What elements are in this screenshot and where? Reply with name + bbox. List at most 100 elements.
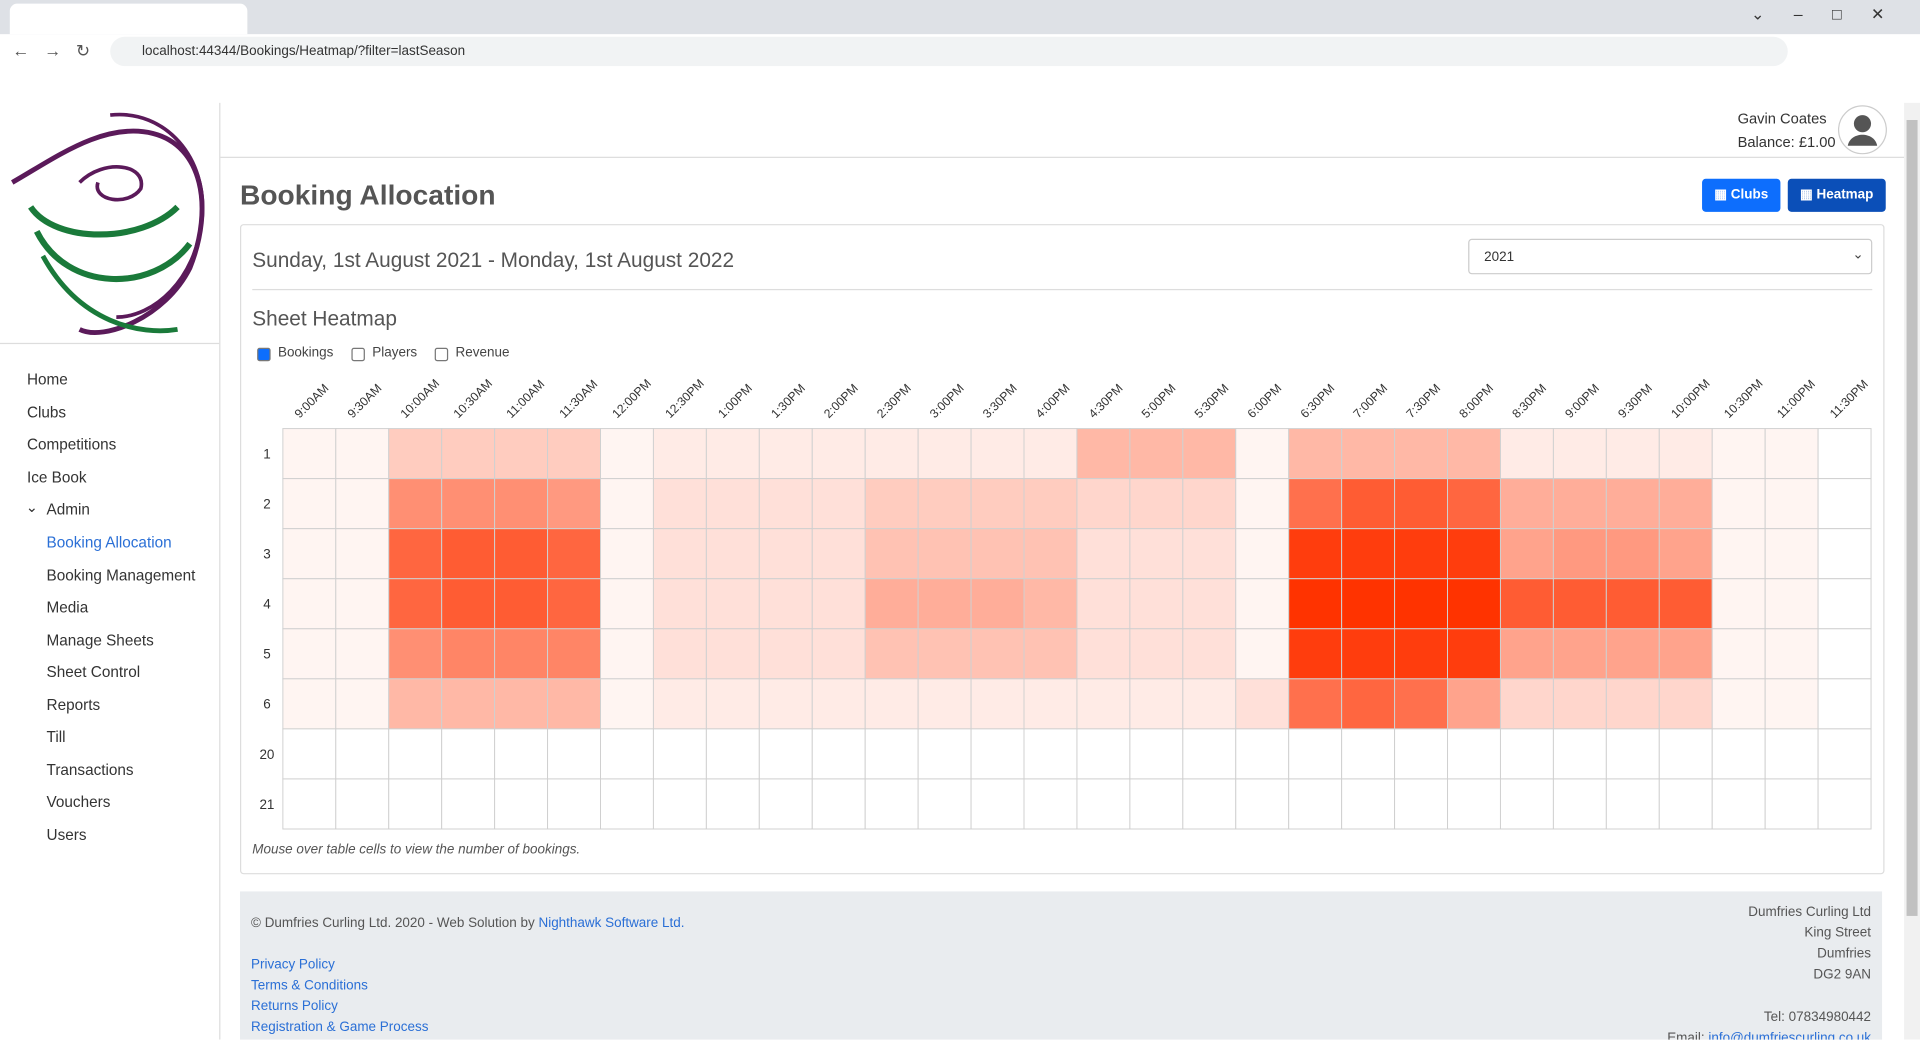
- heat-cell[interactable]: [1235, 528, 1290, 580]
- heat-cell[interactable]: [652, 628, 707, 680]
- heat-cell[interactable]: [1023, 428, 1078, 480]
- heat-cell[interactable]: [1129, 628, 1184, 680]
- heat-cell[interactable]: [441, 528, 496, 580]
- footer-link[interactable]: Privacy Policy: [251, 957, 335, 973]
- heat-cell[interactable]: [1658, 478, 1713, 530]
- heat-cell[interactable]: [1129, 728, 1184, 780]
- heat-cell[interactable]: [705, 678, 760, 730]
- heat-cell[interactable]: [811, 528, 866, 580]
- heat-cell[interactable]: [1764, 428, 1819, 480]
- heat-cell[interactable]: [1182, 478, 1237, 530]
- heat-cell[interactable]: [1182, 778, 1237, 830]
- heat-cell[interactable]: [441, 628, 496, 680]
- heat-cell[interactable]: [1447, 428, 1501, 480]
- heat-cell[interactable]: [1817, 728, 1872, 780]
- heat-cell[interactable]: [441, 578, 496, 630]
- heat-cell[interactable]: [811, 478, 866, 530]
- heat-cell[interactable]: [441, 678, 496, 730]
- nav-subitem[interactable]: Manage Sheets: [46, 631, 154, 649]
- heat-cell[interactable]: [1447, 578, 1501, 630]
- heat-cell[interactable]: [1764, 778, 1819, 830]
- heat-cell[interactable]: [1817, 778, 1872, 830]
- heat-cell[interactable]: [1076, 478, 1131, 530]
- heat-cell[interactable]: [547, 528, 601, 580]
- heat-cell[interactable]: [1552, 478, 1607, 530]
- heat-cell[interactable]: [1182, 528, 1237, 580]
- heat-cell[interactable]: [1023, 728, 1078, 780]
- heat-cell[interactable]: [1658, 778, 1713, 830]
- heat-cell[interactable]: [1764, 578, 1819, 630]
- heat-cell[interactable]: [1605, 778, 1660, 830]
- heat-cell[interactable]: [652, 728, 707, 780]
- heat-cell[interactable]: [600, 428, 654, 480]
- nav-item[interactable]: Admin: [46, 500, 90, 518]
- heat-cell[interactable]: [917, 528, 972, 580]
- heat-cell[interactable]: [864, 528, 919, 580]
- heat-cell[interactable]: [335, 578, 390, 630]
- heat-cell[interactable]: [282, 528, 337, 580]
- heat-cell[interactable]: [388, 778, 443, 830]
- heat-cell[interactable]: [600, 528, 654, 580]
- heat-cell[interactable]: [1288, 578, 1343, 630]
- heat-cell[interactable]: [758, 678, 813, 730]
- heat-cell[interactable]: [1605, 578, 1660, 630]
- heat-cell[interactable]: [1447, 628, 1501, 680]
- heat-cell[interactable]: [1394, 528, 1449, 580]
- heat-cell[interactable]: [282, 678, 337, 730]
- heat-cell[interactable]: [1605, 478, 1660, 530]
- heat-cell[interactable]: [282, 478, 337, 530]
- heat-cell[interactable]: [1499, 428, 1554, 480]
- heat-cell[interactable]: [282, 628, 337, 680]
- heat-cell[interactable]: [1182, 628, 1237, 680]
- heat-cell[interactable]: [1288, 528, 1343, 580]
- nav-subitem[interactable]: Booking Allocation: [46, 533, 172, 552]
- heat-cell[interactable]: [1499, 578, 1554, 630]
- heat-cell[interactable]: [1288, 628, 1343, 680]
- heat-cell[interactable]: [282, 778, 337, 830]
- heat-cell[interactable]: [864, 778, 919, 830]
- heat-cell[interactable]: [1605, 428, 1660, 480]
- heat-cell[interactable]: [388, 728, 443, 780]
- heat-cell[interactable]: [811, 778, 866, 830]
- heat-cell[interactable]: [1235, 778, 1290, 830]
- heat-cell[interactable]: [652, 528, 707, 580]
- heat-cell[interactable]: [1076, 428, 1131, 480]
- heat-cell[interactable]: [1711, 428, 1766, 480]
- heat-cell[interactable]: [1711, 528, 1766, 580]
- heat-cell[interactable]: [335, 678, 390, 730]
- avatar[interactable]: [1837, 105, 1887, 155]
- heat-cell[interactable]: [1499, 628, 1554, 680]
- heat-cell[interactable]: [705, 428, 760, 480]
- heat-cell[interactable]: [970, 528, 1025, 580]
- heat-cell[interactable]: [705, 478, 760, 530]
- heat-cell[interactable]: [970, 728, 1025, 780]
- heat-cell[interactable]: [1552, 578, 1607, 630]
- heat-cell[interactable]: [917, 778, 972, 830]
- heat-cell[interactable]: [1076, 528, 1131, 580]
- heat-cell[interactable]: [758, 778, 813, 830]
- heat-cell[interactable]: [1447, 778, 1501, 830]
- heat-cell[interactable]: [282, 728, 337, 780]
- heat-cell[interactable]: [547, 578, 601, 630]
- heat-cell[interactable]: [1076, 628, 1131, 680]
- heat-cell[interactable]: [1182, 728, 1237, 780]
- heat-cell[interactable]: [1076, 728, 1131, 780]
- heat-cell[interactable]: [970, 478, 1025, 530]
- nav-item[interactable]: Clubs: [26, 403, 67, 421]
- heat-cell[interactable]: [1711, 728, 1766, 780]
- heat-cell[interactable]: [864, 678, 919, 730]
- heat-cell[interactable]: [1552, 428, 1607, 480]
- heat-cell[interactable]: [1711, 478, 1766, 530]
- heat-cell[interactable]: [917, 728, 972, 780]
- heat-cell[interactable]: [1658, 678, 1713, 730]
- heat-cell[interactable]: [758, 428, 813, 480]
- heat-cell[interactable]: [547, 428, 601, 480]
- heat-cell[interactable]: [1288, 478, 1343, 530]
- heat-cell[interactable]: [1288, 678, 1343, 730]
- heat-cell[interactable]: [970, 628, 1025, 680]
- heat-cell[interactable]: [1288, 428, 1343, 480]
- heat-cell[interactable]: [1129, 428, 1184, 480]
- checkbox[interactable]: [351, 347, 365, 362]
- heat-cell[interactable]: [864, 628, 919, 680]
- heat-cell[interactable]: [1499, 478, 1554, 530]
